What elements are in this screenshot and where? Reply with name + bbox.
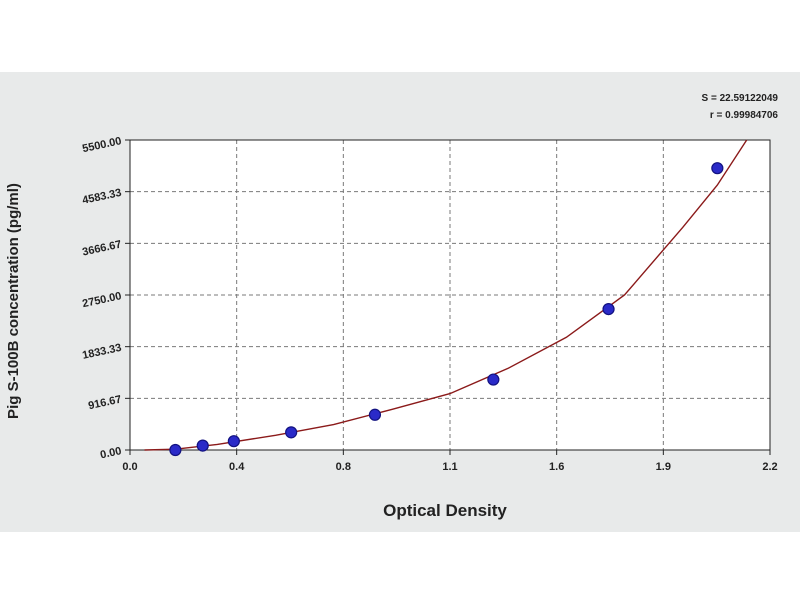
grid-layer	[130, 140, 770, 450]
data-point	[487, 373, 500, 386]
y-axis-title: Pig S-100B concentration (pg/ml)	[5, 183, 22, 419]
data-point	[602, 302, 615, 316]
plot-frame	[129, 139, 771, 451]
y-tick-label: 5500.00	[81, 135, 122, 155]
data-point	[368, 408, 382, 421]
x-tick-label: 2.2	[762, 461, 777, 473]
y-tick-label: 3666.67	[81, 239, 122, 259]
fit-stat-r: r = 0.99984706	[710, 110, 779, 121]
y-tick-label: 0.00	[99, 445, 122, 461]
data-point	[169, 443, 182, 457]
standard-curve-chart: 0.0 0.4 0.8 1.1 1.6 1.9 2.2 0.00 916.67 1833.33 2…	[5, 93, 779, 520]
y-tick-label: 2750.00	[81, 290, 122, 310]
y-tick-label: 4583.33	[81, 187, 122, 207]
data-point	[285, 426, 298, 439]
y-tick-label: 916.67	[87, 394, 122, 413]
fit-curve-line	[144, 139, 748, 451]
x-tick-label: 1.9	[656, 461, 671, 473]
data-points	[169, 162, 724, 457]
chart-panel: 0.0 0.4 0.8 1.1 1.6 1.9 2.2 0.00 916.67 1833.33 2…	[0, 72, 800, 532]
y-tick-labels: 0.00 916.67 1833.33 2750.00 3666.67 4583.33 55…	[81, 135, 122, 461]
axis-layer	[125, 139, 771, 455]
data-point	[227, 435, 240, 448]
x-tick-label: 0.0	[122, 461, 137, 473]
x-tick-label: 1.6	[549, 461, 564, 473]
data-point	[196, 439, 209, 452]
data-point	[711, 162, 724, 175]
x-tick-label: 1.1	[442, 461, 457, 473]
y-tick-label: 1833.33	[81, 342, 122, 362]
x-axis-title: Optical Density	[383, 501, 507, 520]
x-tick-label: 0.4	[229, 461, 245, 473]
x-tick-labels: 0.0 0.4 0.8 1.1 1.6 1.9 2.2	[122, 461, 777, 473]
fit-stat-s: S = 22.59122049	[702, 93, 779, 104]
x-tick-label: 0.8	[336, 461, 351, 473]
